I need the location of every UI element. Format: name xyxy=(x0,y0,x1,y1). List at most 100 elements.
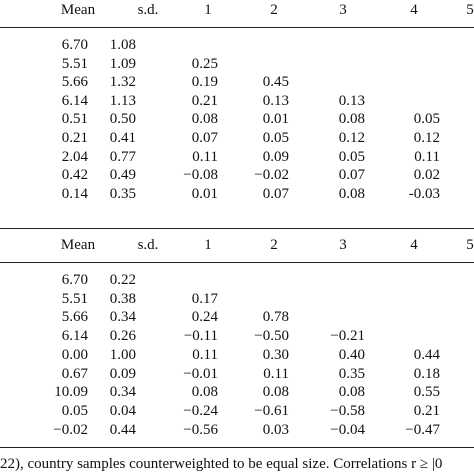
table-cell: 0.45 xyxy=(262,74,289,91)
column-header: s.d. xyxy=(137,2,159,18)
table-cell: −0.58 xyxy=(330,402,365,419)
table-cell: 0.11 xyxy=(263,365,289,382)
table-cell: 0.38 xyxy=(109,290,136,307)
table-cell: 0.25 xyxy=(191,55,218,72)
table-cell: 0.07 xyxy=(262,185,289,202)
bottom-rule xyxy=(0,447,474,448)
table-cell: 0.34 xyxy=(109,309,136,326)
table-cell: −0.50 xyxy=(254,328,289,345)
table-cell: 0.13 xyxy=(338,92,365,109)
table-cell: 0.12 xyxy=(413,130,440,146)
column-header: 4 xyxy=(410,237,418,253)
table-cell: −0.02 xyxy=(53,421,88,438)
table-cell: 0.49 xyxy=(109,167,136,184)
table-cell: 1.13 xyxy=(109,92,136,109)
table-cell: 5.51 xyxy=(61,290,88,307)
header-rule xyxy=(0,262,474,263)
table-cell: 0.34 xyxy=(109,384,136,401)
column-header: 1 xyxy=(204,237,212,253)
table-cell: 0.44 xyxy=(109,421,136,438)
column-header: Mean xyxy=(60,237,96,253)
table-cell: 2.04 xyxy=(61,148,88,165)
table-cell: 1.00 xyxy=(109,346,136,363)
table-cell: 0.08 xyxy=(191,384,218,401)
table-cell: 0.30 xyxy=(262,346,289,363)
table-cell: −0.11 xyxy=(183,328,218,345)
table-cell: 0.01 xyxy=(191,185,218,202)
table-cell: 0.77 xyxy=(109,148,136,165)
column-header: 3 xyxy=(339,237,347,253)
table-cell: 0.07 xyxy=(191,130,218,146)
table-cell: 10.09 xyxy=(54,384,88,401)
table-cell: 0.08 xyxy=(191,111,218,128)
column-header: s.d. xyxy=(137,237,159,253)
table-cell: 0.03 xyxy=(262,421,289,438)
table-cell: 1.08 xyxy=(109,37,136,53)
table-cell: 0.21 xyxy=(61,130,88,146)
column-header: 2 xyxy=(270,2,278,18)
table-cell: 5.66 xyxy=(61,309,88,326)
table-cell: −0.21 xyxy=(330,328,365,345)
table-cell: 0.02 xyxy=(413,167,440,184)
table-cell: 0.12 xyxy=(338,130,365,146)
table-cell: 0.05 xyxy=(413,111,440,128)
table-cell: 6.14 xyxy=(61,92,88,109)
table-cell: −0.04 xyxy=(330,421,365,438)
table-note: 22), country samples counterweighted to … xyxy=(0,456,443,472)
table-cell: 0.08 xyxy=(338,185,365,202)
table-cell: 0.08 xyxy=(262,384,289,401)
column-header: 5 xyxy=(466,2,474,18)
table-cell: 0.05 xyxy=(61,402,88,419)
table-cell: 0.11 xyxy=(414,148,440,165)
table-cell: −0.01 xyxy=(183,365,218,382)
table-cell: 0.14 xyxy=(61,185,88,202)
table-cell: 5.51 xyxy=(61,55,88,72)
table-cell: 0.21 xyxy=(191,92,218,109)
table-cell: 0.05 xyxy=(262,130,289,146)
header-rule xyxy=(0,27,474,28)
table-cell: -0.03 xyxy=(408,185,440,202)
table-cell: 0.22 xyxy=(109,272,136,288)
table-cell: 0.13 xyxy=(262,92,289,109)
table-cell: 1.09 xyxy=(109,55,136,72)
table-cell: 0.50 xyxy=(109,111,136,128)
table-cell: 1.32 xyxy=(109,74,136,91)
table-cell: 0.19 xyxy=(191,74,218,91)
table-cell: 0.11 xyxy=(192,148,218,165)
table-cell: 0.07 xyxy=(338,167,365,184)
table-cell: 0.09 xyxy=(109,365,136,382)
table-cell: 0.00 xyxy=(61,346,88,363)
table-cell: 0.26 xyxy=(109,328,136,345)
table-cell: −0.02 xyxy=(254,167,289,184)
table-cell: 5.66 xyxy=(61,74,88,91)
column-header: 3 xyxy=(339,2,347,18)
table-cell: 0.18 xyxy=(413,365,440,382)
table-cell: −0.61 xyxy=(254,402,289,419)
table-cell: 0.11 xyxy=(192,346,218,363)
table-cell: 0.09 xyxy=(262,148,289,165)
table-cell: −0.47 xyxy=(405,421,440,438)
table-cell: 0.05 xyxy=(338,148,365,165)
table-cell: 0.44 xyxy=(413,346,440,363)
table-cell: 0.41 xyxy=(109,130,136,146)
table-cell: 0.24 xyxy=(191,309,218,326)
column-header: 1 xyxy=(204,2,212,18)
table-cell: 0.78 xyxy=(262,309,289,326)
table-cell: 0.01 xyxy=(262,111,289,128)
table-cell: 0.35 xyxy=(109,185,136,202)
table-cell: 0.42 xyxy=(61,167,88,184)
column-header: 4 xyxy=(410,2,418,18)
table-cell: 6.14 xyxy=(61,328,88,345)
table-cell: 0.04 xyxy=(109,402,136,419)
column-header: Mean xyxy=(60,2,96,18)
panel-rule xyxy=(0,228,474,229)
table-cell: 0.21 xyxy=(413,402,440,419)
table-cell: 0.08 xyxy=(338,111,365,128)
table-cell: 0.55 xyxy=(413,384,440,401)
column-header: 2 xyxy=(270,237,278,253)
column-header: 5 xyxy=(466,237,474,253)
table-cell: −0.56 xyxy=(183,421,218,438)
table-cell: −0.24 xyxy=(183,402,218,419)
table-cell: 0.17 xyxy=(191,290,218,307)
